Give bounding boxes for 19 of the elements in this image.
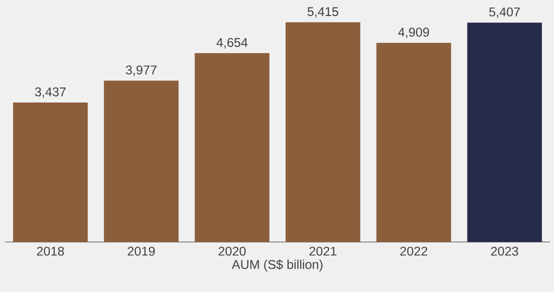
x-tick-label: 2019 xyxy=(128,246,155,256)
data-label: 4,654 xyxy=(216,38,248,48)
x-tick-label: 2020 xyxy=(218,246,246,256)
x-tick-label: 2021 xyxy=(309,246,336,256)
x-axis-title: AUM (S$ billion) xyxy=(232,259,322,272)
bar xyxy=(13,102,88,242)
bar xyxy=(104,80,179,242)
data-label: 4,909 xyxy=(398,28,429,38)
bar xyxy=(286,22,360,242)
data-label: 5,407 xyxy=(489,7,520,18)
bar xyxy=(376,42,452,242)
x-tick-label: 2023 xyxy=(491,246,518,256)
x-tick-label: 2018 xyxy=(36,246,64,256)
bar xyxy=(467,22,542,242)
data-label: 5,415 xyxy=(308,7,338,18)
data-label: 3,437 xyxy=(35,87,66,98)
x-tick-label: 2022 xyxy=(400,246,428,256)
data-label: 3,977 xyxy=(126,65,156,76)
bar xyxy=(194,53,270,242)
